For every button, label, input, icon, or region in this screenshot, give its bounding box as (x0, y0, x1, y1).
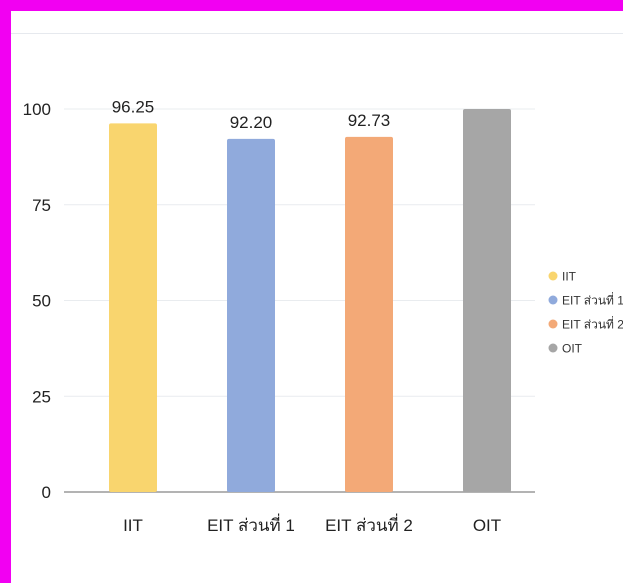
legend-marker (548, 271, 558, 281)
top-divider (11, 33, 623, 34)
x-tick-label: OIT (473, 516, 501, 535)
bar (463, 109, 511, 492)
legend-marker (548, 343, 558, 353)
y-tick-label: 75 (32, 196, 51, 215)
legend-marker (548, 319, 558, 329)
legend-marker (548, 295, 558, 305)
x-tick-label: EIT ส่วนที่ 2 (325, 513, 413, 535)
y-tick-label: 100 (23, 100, 51, 119)
bars (109, 109, 511, 493)
legend-label: EIT ส่วนที่ 2 (562, 316, 623, 332)
y-tick-label: 0 (42, 483, 51, 502)
y-tick-label: 25 (32, 387, 51, 406)
y-tick-label: 50 (32, 292, 51, 311)
bar (109, 123, 157, 493)
bar (227, 138, 275, 492)
legend-label: OIT (562, 342, 583, 356)
bar (345, 136, 393, 492)
labels: 0 25 50 75 100 IIT 96.25 EIT ส่วนที่ 1 92.20 EIT … (23, 97, 502, 535)
x-tick-label: EIT ส่วนที่ 1 (207, 513, 295, 535)
data-label: 96.25 (112, 97, 155, 116)
legend-label: IIT (562, 270, 577, 284)
legend-label: EIT ส่วนที่ 1 (562, 292, 623, 308)
data-label: 92.20 (230, 113, 273, 132)
x-tick-label: IIT (123, 516, 143, 535)
data-label: 92.73 (348, 111, 391, 130)
legend: IIT EIT ส่วนที่ 1 EIT ส่วนที่ 2 OIT (548, 270, 623, 356)
